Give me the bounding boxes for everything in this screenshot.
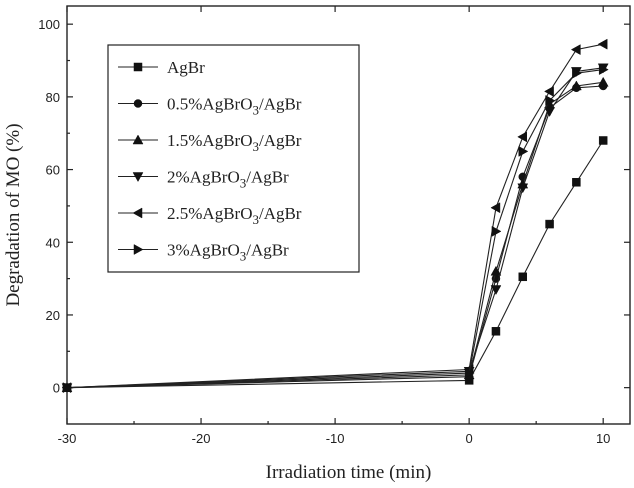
x-tick-label: -20: [192, 431, 211, 446]
legend-label: 3%AgBrO3/AgBr: [167, 241, 289, 264]
data-point: [490, 285, 502, 296]
data-point: [597, 38, 608, 50]
legend-label: 1.5%AgBrO3/AgBr: [167, 131, 302, 154]
x-tick-label: -10: [326, 431, 345, 446]
y-tick-label: 60: [46, 163, 60, 178]
data-point: [598, 64, 609, 76]
data-point: [598, 136, 608, 145]
data-point: [490, 202, 501, 214]
x-tick-label: 0: [466, 431, 473, 446]
legend-item: 2%AgBrO3/AgBr: [118, 168, 289, 191]
series-4: [61, 38, 608, 394]
data-point: [517, 131, 528, 143]
legend-item: 0.5%AgBrO3/AgBr: [118, 95, 302, 118]
plot-frame: [66, 5, 631, 425]
data-point: [544, 107, 555, 117]
axes: [66, 5, 631, 425]
legend-label: AgBr: [167, 58, 205, 77]
legend-label: 2%AgBrO3/AgBr: [167, 168, 289, 191]
legend-marker: [132, 207, 143, 219]
legend-marker: [133, 99, 143, 108]
legend-marker: [133, 62, 143, 72]
legend: AgBr 0.5%AgBrO3/AgBr 1.5%AgBrO3/AgBr 2%AgBr…: [107, 44, 360, 273]
data-point: [517, 183, 529, 194]
data-point: [490, 265, 502, 276]
legend-marker: [132, 172, 144, 183]
x-axis-title: Irradiation time (min): [266, 462, 432, 483]
data-point: [62, 382, 73, 394]
data-point: [518, 272, 528, 282]
data-point: [572, 178, 581, 187]
legend-label: 2.5%AgBrO3/AgBr: [167, 204, 302, 227]
legend-item: 1.5%AgBrO3/AgBr: [118, 131, 302, 154]
x-tick-label: -30: [58, 431, 77, 446]
y-axis-title: Degradation of MO (%): [3, 123, 24, 306]
y-tick-label: 20: [46, 308, 60, 323]
y-tick-label: 100: [38, 17, 60, 32]
legend-item: AgBr: [118, 58, 205, 77]
data-point: [570, 44, 581, 56]
data-point: [518, 145, 529, 157]
y-tick-label: 40: [46, 235, 60, 250]
data-point: [597, 76, 609, 87]
data-point: [570, 80, 582, 91]
series-5: [62, 64, 609, 394]
y-tick-label: 0: [53, 381, 60, 396]
data-point: [464, 367, 475, 379]
data-point: [545, 219, 554, 229]
x-tick-label: 10: [596, 431, 610, 446]
data-point: [491, 327, 501, 336]
series-layer: [61, 38, 609, 394]
legend-marker: [132, 134, 144, 145]
data-point: [545, 95, 556, 106]
legend-item: 2.5%AgBrO3/AgBr: [118, 204, 302, 227]
legend-item: 3%AgBrO3/AgBr: [118, 241, 289, 264]
legend-label: 0.5%AgBrO3/AgBr: [167, 95, 302, 118]
data-point: [491, 225, 502, 237]
data-point: [544, 85, 554, 97]
data-point: [572, 67, 582, 79]
y-tick-label: 80: [46, 90, 60, 105]
legend-marker: [133, 244, 144, 255]
legend-frame: [107, 44, 360, 273]
